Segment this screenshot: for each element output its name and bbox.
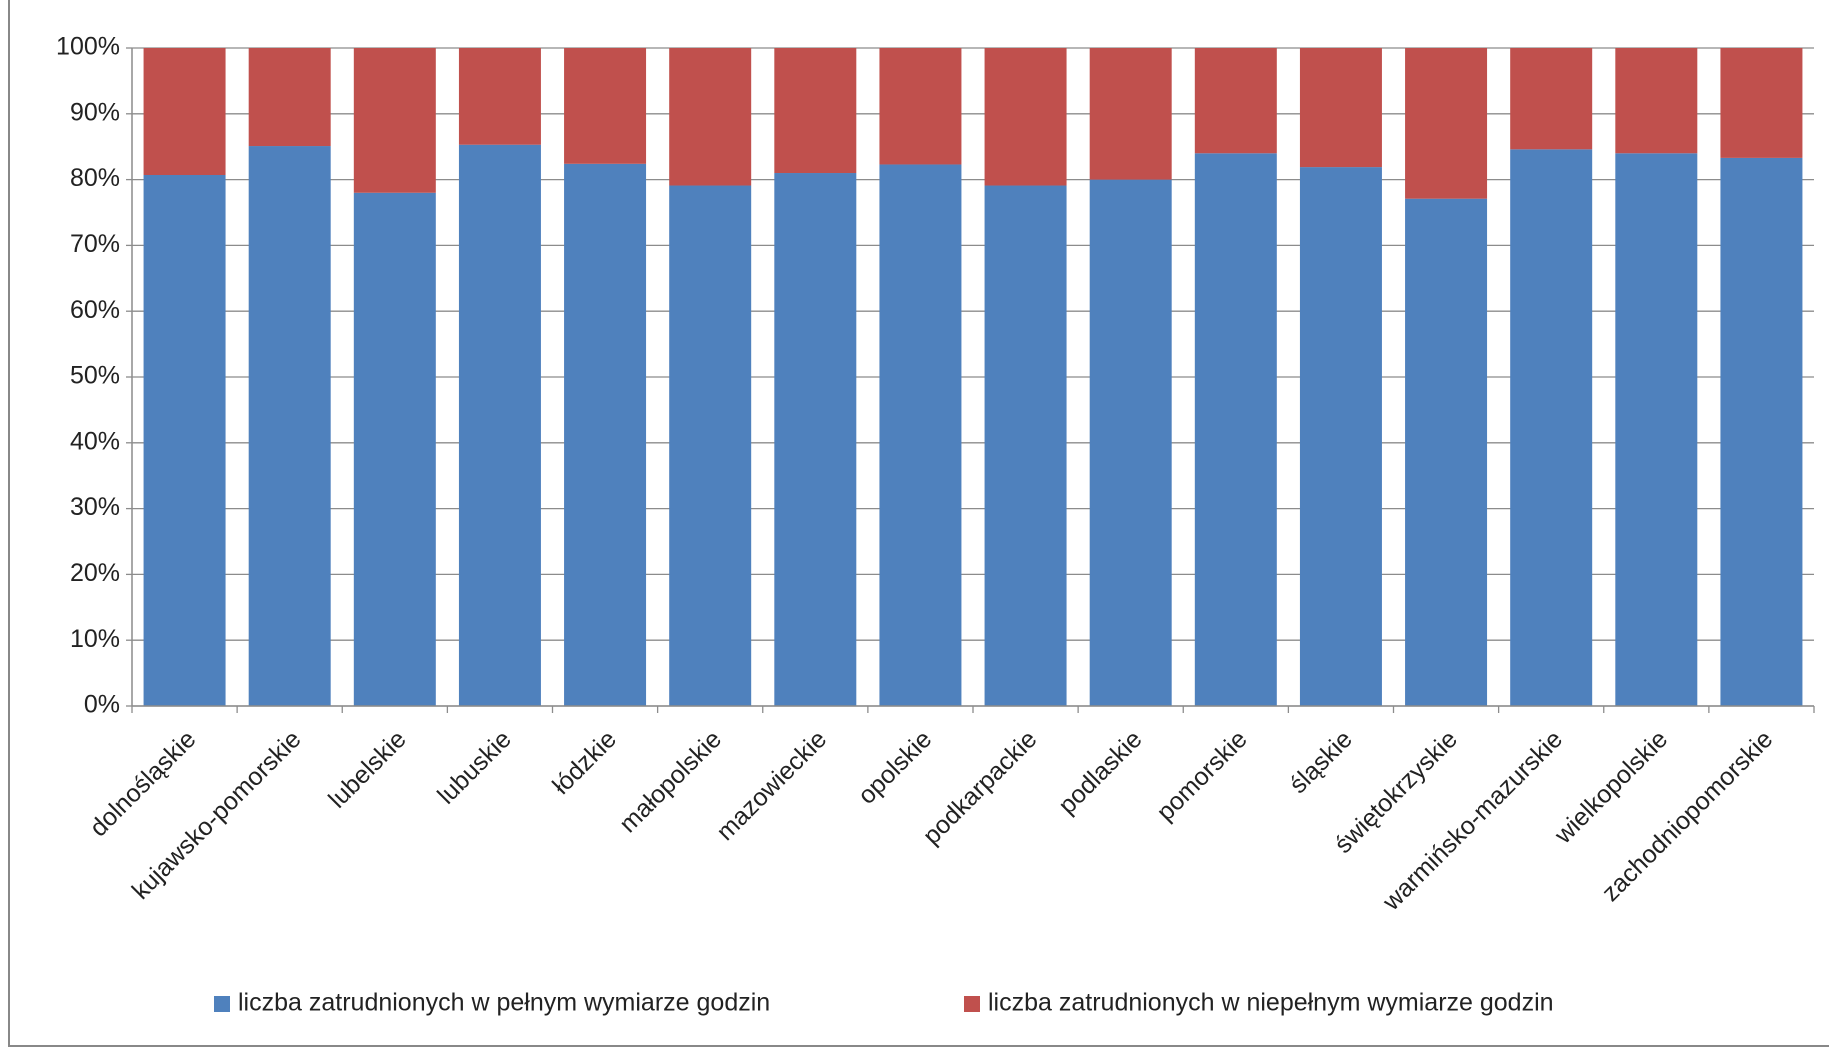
x-tick-label: warmińsko-mazurskie — [1377, 725, 1568, 916]
bar-segment — [1720, 48, 1803, 158]
y-tick-label: 30% — [70, 493, 120, 521]
y-tick-label: 100% — [56, 33, 120, 61]
legend-label: liczba zatrudnionych w pełnym wymiarze g… — [238, 989, 770, 1017]
bar-segment — [1615, 48, 1698, 154]
bar-segment — [1510, 149, 1593, 706]
x-tick-label: mazowieckie — [711, 725, 832, 846]
bar-segment — [879, 48, 962, 165]
x-tick-label: pomorskie — [1151, 725, 1252, 826]
bar-segment — [669, 185, 752, 707]
x-tick-label: śląskie — [1284, 725, 1358, 799]
x-tick-label: opolskie — [853, 725, 938, 810]
bar-segment — [1299, 167, 1382, 706]
bar-segment — [353, 48, 436, 193]
x-tick-label: podlaskie — [1053, 725, 1147, 819]
bar-segment — [1089, 179, 1172, 707]
bar-segment — [248, 48, 331, 147]
bar-segment — [1405, 198, 1488, 706]
y-tick-label: 10% — [70, 625, 120, 653]
y-tick-label: 80% — [70, 164, 120, 192]
bar-segment — [1510, 48, 1593, 150]
x-tick-label: zachodniopomorskie — [1596, 725, 1778, 907]
bar-segment — [669, 48, 752, 186]
y-tick-label: 0% — [84, 691, 120, 719]
bar-segment — [1194, 48, 1277, 154]
bar-segment — [879, 164, 962, 706]
y-tick-label: 20% — [70, 559, 120, 587]
legend-swatch — [964, 996, 980, 1012]
bar-segment — [1089, 48, 1172, 180]
bar-segment — [984, 48, 1067, 186]
bar-segment — [564, 163, 647, 707]
y-tick-label: 70% — [70, 230, 120, 258]
bar-segment — [1194, 153, 1277, 706]
legend-label: liczba zatrudnionych w niepełnym wymiarz… — [988, 989, 1554, 1017]
bar-segment — [143, 48, 226, 175]
x-tick-label: małopolskie — [614, 725, 727, 838]
x-tick-label: lubuskie — [432, 725, 517, 810]
bar-segment — [774, 173, 857, 706]
bar-segment — [1405, 48, 1488, 199]
legend-swatch — [214, 996, 230, 1012]
bar-segment — [564, 48, 647, 164]
x-tick-label: łódzkie — [547, 725, 622, 800]
bar-segment — [143, 174, 226, 706]
x-tick-label: dolnośląskie — [84, 725, 201, 842]
bar-segment — [1615, 153, 1698, 706]
bar-segment — [458, 144, 541, 706]
y-tick-label: 60% — [70, 296, 120, 324]
x-tick-label: lubelskie — [323, 725, 412, 814]
bar-segment — [1299, 48, 1382, 168]
bar-segment — [1720, 157, 1803, 707]
bar-segment — [353, 192, 436, 706]
bar-segment — [248, 146, 331, 707]
bar-segment — [984, 185, 1067, 707]
chart-border — [8, 0, 1829, 1047]
bar-segment — [774, 48, 857, 174]
y-tick-label: 50% — [70, 362, 120, 390]
y-tick-label: 90% — [70, 98, 120, 126]
y-tick-label: 40% — [70, 427, 120, 455]
bar-segment — [458, 48, 541, 145]
